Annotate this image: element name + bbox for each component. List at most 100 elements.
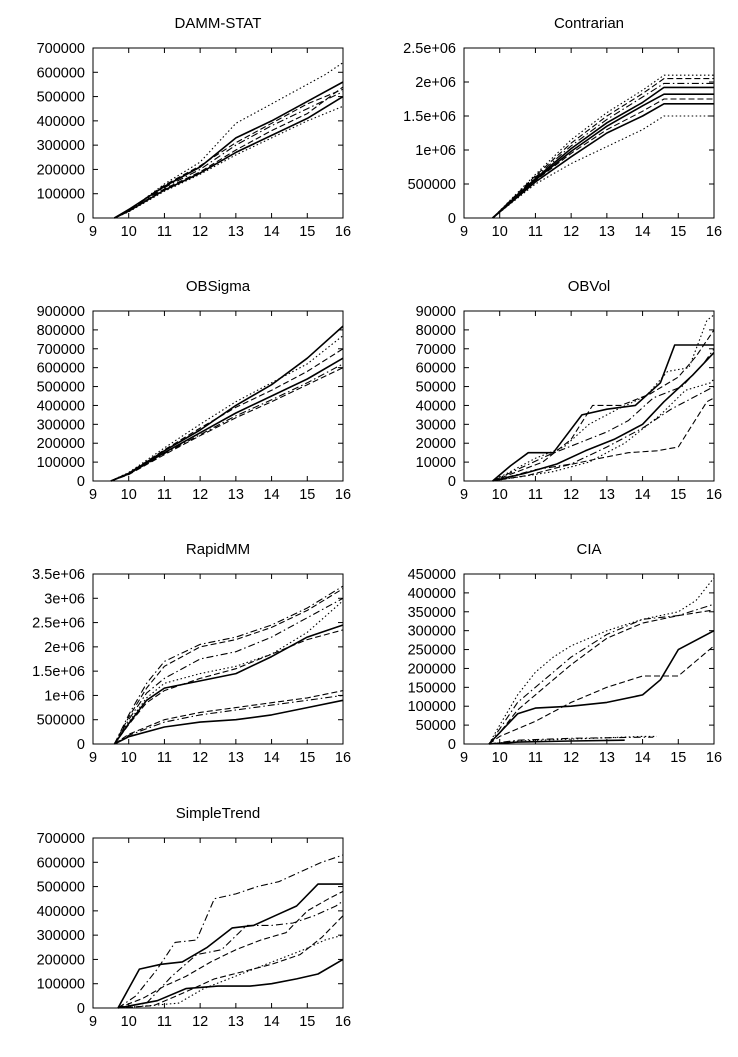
- x-tick-label: 16: [706, 487, 722, 503]
- series-line-4: [492, 86, 714, 219]
- x-tick-label: 16: [335, 224, 351, 240]
- y-tick-label: 2.5e+06: [32, 616, 85, 632]
- y-tick-label: 1e+06: [44, 688, 85, 704]
- series-line-9: [114, 699, 344, 745]
- series-line-4: [488, 629, 715, 745]
- x-tick-label: 13: [228, 1014, 244, 1030]
- chart-panel-obsigma: OBSigma 9 10 11 12 13 14 15 16 0 100000 200000 30000…: [37, 278, 351, 503]
- series-line-3: [488, 609, 715, 745]
- y-tick-label: 0: [77, 737, 85, 753]
- x-tick-label: 12: [563, 487, 579, 503]
- y-tick-label: 2.5e+06: [403, 41, 456, 57]
- panel-title: OBVol: [568, 278, 611, 295]
- panel-title: SimpleTrend: [176, 805, 260, 822]
- series-line-2: [488, 603, 715, 745]
- x-tick-label: 12: [563, 750, 579, 766]
- x-tick-label: 11: [528, 487, 543, 503]
- series-line-8: [492, 115, 714, 219]
- series-line-3: [110, 348, 344, 482]
- series-line-6: [488, 736, 654, 745]
- chart-panel-obvol: OBVol 9 10 11 12 13 14 15 16 0 10000 20000 30000 4000…: [416, 278, 722, 503]
- series-line-2: [117, 883, 343, 1009]
- series-line-4: [110, 357, 344, 482]
- y-tick-label: 2e+06: [44, 640, 85, 656]
- series-line-3: [492, 329, 715, 482]
- series-line-7: [117, 915, 344, 1009]
- y-tick-label: 10000: [416, 455, 456, 471]
- y-tick-label: 70000: [416, 342, 456, 358]
- y-tick-label: 900000: [37, 304, 85, 320]
- x-tick-label: 10: [121, 224, 137, 240]
- x-tick-label: 15: [670, 487, 686, 503]
- series-line-6: [117, 958, 344, 1009]
- y-tick-label: 0: [448, 211, 456, 227]
- x-tick-label: 13: [228, 487, 244, 503]
- y-tick-label: 200000: [408, 661, 456, 677]
- x-tick-label: 10: [121, 1014, 137, 1030]
- y-tick-label: 350000: [408, 605, 456, 621]
- x-tick-label: 12: [192, 1014, 208, 1030]
- x-tick-label: 13: [599, 750, 615, 766]
- y-tick-label: 500000: [37, 880, 85, 896]
- y-tick-label: 400000: [37, 904, 85, 920]
- y-tick-label: 800000: [37, 323, 85, 339]
- x-tick-label: 14: [264, 1014, 280, 1030]
- x-tick-label: 13: [228, 224, 244, 240]
- x-tick-label: 10: [121, 487, 137, 503]
- y-tick-label: 0: [448, 474, 456, 490]
- chart-panel-simpletrend: SimpleTrend 9 10 11 12 13 14 15 16 0 100000 200000 3…: [37, 805, 351, 1030]
- y-tick-label: 40000: [416, 398, 456, 414]
- x-tick-label: 9: [460, 224, 468, 240]
- chart-panel-rapidmm: RapidMM 9 10 11 12 13 14 15 16 0 500000 1e+06 1.5e+0…: [32, 541, 351, 766]
- plot-frame: [463, 573, 715, 745]
- x-tick-label: 12: [563, 224, 579, 240]
- y-tick-label: 100000: [37, 455, 85, 471]
- panel-title: CIA: [576, 541, 601, 558]
- x-tick-label: 9: [89, 750, 97, 766]
- x-tick-label: 9: [89, 1014, 97, 1030]
- y-tick-label: 2e+06: [415, 75, 456, 91]
- plot-frame: [92, 837, 344, 1009]
- y-tick-label: 100000: [408, 699, 456, 715]
- chart-panel-contrarian: Contrarian 9 10 11 12 13 14 15 16 0 500000 1e+06 1.5…: [403, 15, 722, 240]
- series-line-6: [492, 98, 714, 219]
- x-tick-label: 11: [157, 750, 172, 766]
- y-tick-label: 0: [77, 1001, 85, 1017]
- y-tick-label: 300000: [37, 928, 85, 944]
- y-tick-label: 700000: [37, 342, 85, 358]
- y-tick-label: 3e+06: [44, 591, 85, 607]
- plot-frame: [92, 47, 344, 219]
- x-tick-label: 10: [492, 224, 508, 240]
- x-tick-label: 11: [157, 1014, 172, 1030]
- x-tick-label: 15: [299, 487, 315, 503]
- panel-title: Contrarian: [554, 15, 624, 32]
- y-tick-label: 0: [77, 211, 85, 227]
- series-line-8: [114, 694, 344, 745]
- y-tick-label: 1.5e+06: [32, 664, 85, 680]
- x-tick-label: 10: [121, 750, 137, 766]
- x-tick-label: 10: [492, 487, 508, 503]
- series-line-5: [113, 624, 344, 745]
- series-line-4: [113, 600, 344, 745]
- y-tick-label: 20000: [416, 436, 456, 452]
- series-line-6: [492, 397, 715, 482]
- series-line-1: [113, 585, 344, 745]
- y-tick-label: 300000: [408, 624, 456, 640]
- x-tick-label: 15: [299, 1014, 315, 1030]
- y-tick-label: 1e+06: [415, 143, 456, 159]
- y-tick-label: 50000: [416, 718, 456, 734]
- series-line-7: [492, 378, 715, 482]
- y-tick-label: 300000: [37, 138, 85, 154]
- y-tick-label: 400000: [37, 398, 85, 414]
- y-tick-label: 700000: [37, 831, 85, 847]
- series-line-5: [492, 93, 714, 219]
- x-tick-label: 16: [335, 750, 351, 766]
- x-tick-label: 10: [492, 750, 508, 766]
- series-line-2: [492, 314, 715, 482]
- series-line-1: [110, 325, 344, 482]
- y-tick-label: 200000: [37, 162, 85, 178]
- y-tick-label: 80000: [416, 323, 456, 339]
- x-tick-label: 12: [192, 750, 208, 766]
- x-tick-label: 9: [89, 487, 97, 503]
